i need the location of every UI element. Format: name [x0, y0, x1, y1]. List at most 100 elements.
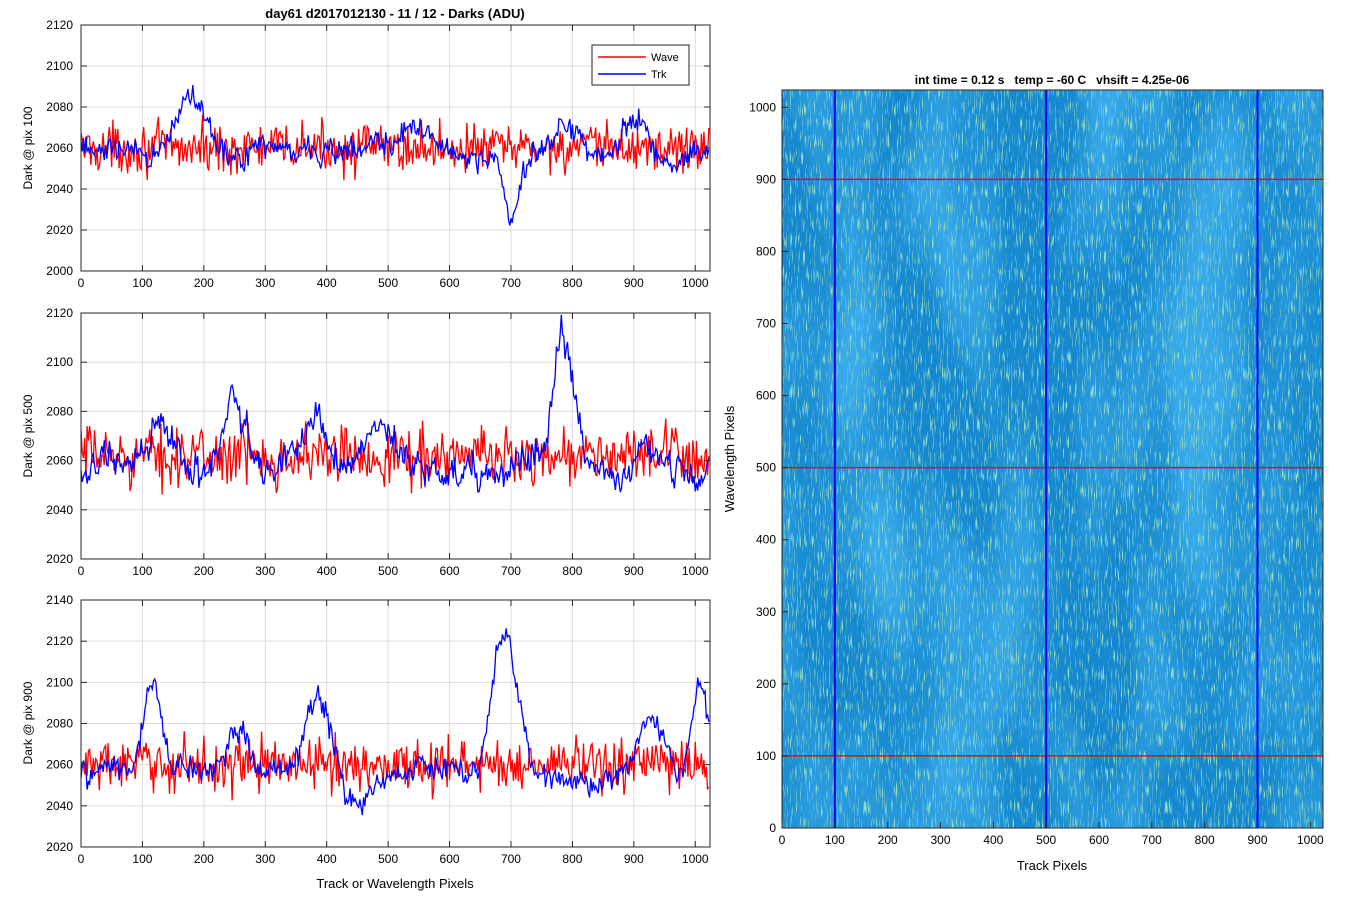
y-axis-label: Dark @ pix 500	[21, 394, 35, 477]
heatmap-specks	[782, 90, 1323, 828]
x-tick-label: 700	[501, 564, 521, 578]
dark-pix500-panel: 0 100 200 300 400 500 600 700 800 900 1000 2020 2040…	[21, 306, 711, 578]
y-tick-label: 100	[756, 749, 776, 763]
y-tick-label: 2020	[46, 223, 73, 237]
series-trk-line	[81, 628, 710, 816]
x-tick-label: 800	[562, 852, 582, 866]
x-tick-label: 900	[624, 564, 644, 578]
y-tick-label: 2060	[46, 758, 73, 772]
x-tick-label: 1000	[682, 564, 709, 578]
legend: Wave Trk	[591, 44, 690, 86]
x-tick-label: 300	[255, 276, 275, 290]
y-tick-label: 1000	[749, 100, 776, 114]
y-tick-label: 700	[756, 317, 776, 331]
y-axis-label: Wavelength Pixels	[722, 405, 737, 512]
series-trk-line	[81, 314, 710, 493]
y-tick-label: 2120	[46, 306, 73, 320]
y-tick-label: 2120	[46, 634, 73, 648]
x-tick-label: 100	[825, 833, 845, 847]
legend-label-wave: Wave	[651, 52, 679, 64]
y-tick-label: 2060	[46, 454, 73, 468]
heatmap-frame	[781, 89, 1324, 829]
y-tick-label: 2100	[46, 675, 73, 689]
y-tick-label: 600	[756, 389, 776, 403]
legend-label-trk: Trk	[651, 69, 667, 81]
x-tick-label: 200	[194, 564, 214, 578]
x-tick-label: 600	[440, 564, 460, 578]
plot-frame	[80, 312, 711, 560]
x-tick-label: 400	[317, 564, 337, 578]
x-tick-label: 1000	[682, 276, 709, 290]
x-tick-label: 1000	[1297, 833, 1324, 847]
x-tick-label: 100	[132, 852, 152, 866]
y-axis-label: Dark @ pix 100	[21, 106, 35, 189]
x-tick-label: 0	[78, 276, 85, 290]
x-tick-label: 100	[132, 564, 152, 578]
y-axis-label: Dark @ pix 900	[21, 681, 35, 764]
heatmap-title: int time = 0.12 s temp = -60 C vhsift = …	[915, 73, 1190, 87]
x-tick-label: 300	[930, 833, 950, 847]
y-tick-label: 2020	[46, 840, 73, 854]
y-tick-label: 2040	[46, 503, 73, 517]
x-tick-label: 200	[194, 852, 214, 866]
x-tick-label: 700	[1142, 833, 1162, 847]
x-tick-label: 0	[779, 833, 786, 847]
x-axis-label: Track Pixels	[1017, 858, 1088, 873]
axis-ticks: 0 100 200 300 400 500 600 700 800 900 1000 2020 2040…	[46, 593, 710, 866]
x-tick-label: 700	[501, 852, 521, 866]
series-lines	[81, 628, 710, 816]
x-tick-label: 200	[878, 833, 898, 847]
dark-pix900-panel: 0 100 200 300 400 500 600 700 800 900 1000 2020 2040…	[21, 593, 711, 891]
x-tick-label: 100	[132, 276, 152, 290]
x-tick-label: 800	[1195, 833, 1215, 847]
y-tick-label: 2100	[46, 355, 73, 369]
legend-box	[591, 44, 690, 86]
x-tick-label: 600	[440, 276, 460, 290]
dark-pix100-panel: 0 100 200 300 400 500 600 700 800 900 1000 2000 2020…	[21, 18, 711, 290]
x-tick-label: 500	[1036, 833, 1056, 847]
x-tick-label: 600	[440, 852, 460, 866]
x-tick-label: 0	[78, 564, 85, 578]
x-tick-label: 300	[255, 564, 275, 578]
y-tick-label: 2140	[46, 593, 73, 607]
x-tick-label: 400	[983, 833, 1003, 847]
y-tick-label: 2060	[46, 141, 73, 155]
y-tick-label: 800	[756, 244, 776, 258]
x-tick-label: 500	[378, 276, 398, 290]
y-tick-label: 2000	[46, 264, 73, 278]
y-tick-label: 2040	[46, 182, 73, 196]
x-tick-label: 900	[624, 276, 644, 290]
y-tick-label: 2080	[46, 100, 73, 114]
x-tick-label: 600	[1089, 833, 1109, 847]
x-tick-label: 300	[255, 852, 275, 866]
grid	[81, 600, 710, 847]
series-wave-line	[81, 731, 710, 801]
x-tick-label: 500	[378, 564, 398, 578]
dark-frame-heatmap: int time = 0.12 s temp = -60 C vhsift = …	[722, 73, 1324, 873]
x-tick-label: 400	[317, 276, 337, 290]
y-tick-label: 0	[769, 821, 776, 835]
y-tick-label: 2080	[46, 717, 73, 731]
series-lines	[81, 84, 710, 226]
axis-ticks: 0 100 200 300 400 500 600 700 800 900 1000 2020 2040…	[46, 306, 710, 578]
y-tick-label: 2080	[46, 404, 73, 418]
x-axis-label: Track or Wavelength Pixels	[316, 876, 474, 891]
series-trk-line	[81, 84, 710, 226]
y-tick-label: 2020	[46, 552, 73, 566]
y-tick-label: 500	[756, 461, 776, 475]
x-tick-label: 0	[78, 852, 85, 866]
x-tick-label: 500	[378, 852, 398, 866]
y-tick-label: 300	[756, 605, 776, 619]
y-tick-label: 2040	[46, 799, 73, 813]
y-tick-label: 2120	[46, 18, 73, 32]
series-wave-line	[81, 114, 710, 181]
axis-ticks: 0 100 200 300 400 500 600 700 800 900 1000 0 100 200 3…	[749, 100, 1324, 847]
row-markers	[782, 178, 1323, 757]
y-tick-label: 400	[756, 533, 776, 547]
y-tick-label: 200	[756, 677, 776, 691]
x-tick-label: 700	[501, 276, 521, 290]
x-tick-label: 400	[317, 852, 337, 866]
x-tick-label: 900	[624, 852, 644, 866]
x-tick-label: 200	[194, 276, 214, 290]
